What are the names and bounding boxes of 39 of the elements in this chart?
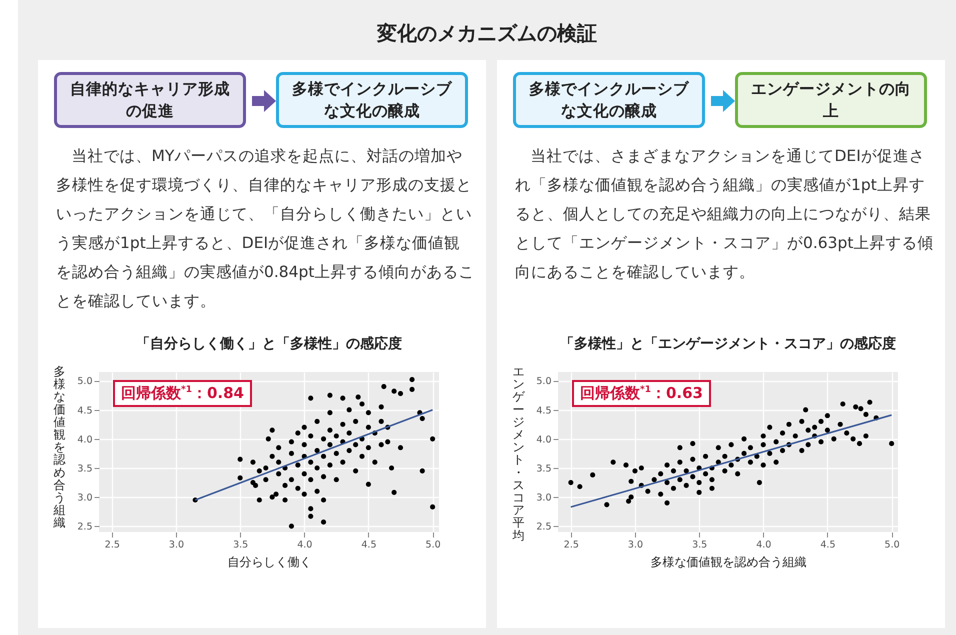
- x-tick-label: 4.5: [820, 540, 836, 550]
- x-tick-label: 5.0: [884, 540, 900, 550]
- y-tick-label: 4.0: [77, 434, 92, 446]
- x-tick-label: 3.0: [168, 540, 184, 550]
- x-tick-label: 4.0: [756, 540, 772, 550]
- y-tick-label: 3.5: [536, 464, 552, 474]
- text: 自律的なキャリア形成の促進: [54, 72, 246, 128]
- x-tick-label: 3.0: [628, 540, 644, 550]
- chart-title: 「多様性」と「エンゲージメント・スコア」の感応度: [560, 335, 896, 352]
- y-tick-label: 2.5: [536, 522, 552, 533]
- y-tick-label: 3.5: [77, 464, 92, 474]
- y-tick-label: 4.5: [536, 405, 552, 416]
- annotation: 回帰係数$^{*1}$：0.84: [113, 380, 252, 407]
- x-tick-label: 2.5: [104, 540, 120, 550]
- text: 当社では、さまざまなアクションを通じてDEIが促進され「多様な価値観を認め合う組織」の実感値が1pt上昇すると、個人としての充足や組織力の向上につながり、結果として「エンゲージメント・スコア」が0.63pt上昇する傾向にあることを確認しています。: [515, 146, 934, 283]
- x-tick-label: 5.0: [426, 540, 441, 550]
- x-tick-label: 3.5: [233, 540, 248, 550]
- text: エンゲージメントの向上: [735, 72, 927, 128]
- text: 当社では、MYパーパスの追求を起点に、対話の増加や多様性を促す環境づくり、自律的なキャリア形成の支援といったアクションを通じて、「自分らしく働きたい」という実感が1pt上昇すると、DEIが促進され「多様な価値観を認め合う組織」の実感値が0.84pt上昇する傾向があることを確認しています。: [56, 146, 476, 312]
- y-tick-label: 2.5: [77, 522, 92, 533]
- text: 変化のメカニズムの検証: [376, 20, 598, 47]
- text: 多様でインクルーシブな文化の醸成: [513, 72, 705, 128]
- x-tick-label: 4.0: [297, 540, 312, 550]
- x-tick-label: 4.5: [361, 540, 376, 550]
- y-tick-label: 4.5: [77, 405, 92, 416]
- y-tick-label: 3.0: [536, 492, 552, 504]
- x-tick-label: 3.5: [692, 540, 708, 550]
- text: 多様でインクルーシブな文化の醸成: [276, 72, 468, 128]
- x-axis-title: 多様な価値観を認め合う組織: [650, 555, 806, 569]
- text: 多様な価値観を認め合う組織: [54, 364, 66, 530]
- text: エンゲージメント・スコア平均: [512, 364, 524, 542]
- y-tick-label: 3.0: [77, 492, 92, 504]
- chart-title: 「自分らしく働く」と「多様性」の感応度: [136, 335, 402, 352]
- y-tick-label: 4.0: [536, 434, 552, 446]
- x-axis-title: 自分らしく働く: [228, 555, 312, 569]
- y-tick-label: 5.0: [536, 376, 552, 388]
- x-tick-label: 2.5: [564, 540, 579, 550]
- annotation: 回帰係数$^{*1}$：0.63: [572, 380, 711, 407]
- y-tick-label: 5.0: [77, 376, 92, 388]
